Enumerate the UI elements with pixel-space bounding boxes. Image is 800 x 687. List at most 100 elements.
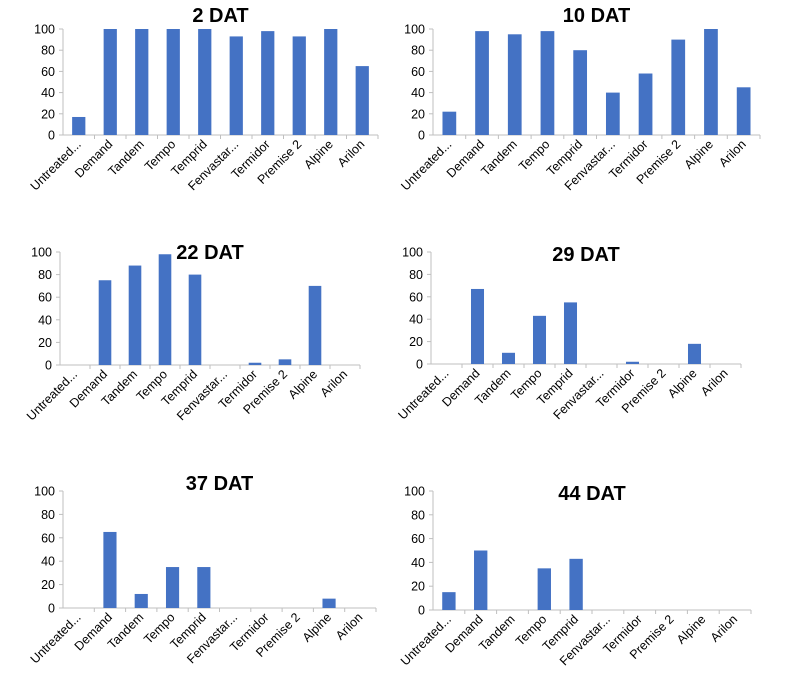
bar	[507, 34, 522, 135]
bar	[501, 352, 516, 364]
y-tick-label: 80	[38, 268, 52, 282]
bar	[165, 567, 180, 608]
bar	[322, 598, 336, 608]
chart-panel: 37 DAT 0 20 40 60 80 100 Untreated... Demand Tand…	[0, 458, 400, 687]
x-tick-label: Untreated...	[398, 137, 454, 193]
bar	[103, 531, 117, 608]
bar	[128, 265, 142, 365]
y-tick-label: 0	[45, 359, 52, 373]
chart-title: 2 DAT	[192, 5, 248, 27]
y-tick-label: 40	[411, 556, 425, 570]
y-tick-label: 60	[38, 291, 52, 305]
bar-chart: 29 DAT020406080100Untreated...DemandTand…	[396, 244, 742, 422]
chart-title: 29 DAT	[552, 244, 619, 266]
y-tick-label: 60	[409, 290, 423, 304]
y-tick-label: 20	[409, 335, 423, 349]
chart-title: 44 DAT	[558, 483, 625, 505]
bar	[308, 285, 322, 365]
bar	[188, 274, 202, 365]
bar-chart: 10 DAT020406080100Untreated...DemandTand…	[398, 5, 761, 193]
y-tick-label: 80	[411, 508, 425, 522]
y-tick-label: 0	[418, 129, 425, 143]
x-tick-label: Arilon	[335, 137, 368, 170]
x-tick-label: Arilon	[708, 612, 741, 645]
y-tick-label: 80	[41, 508, 55, 522]
bar-chart: 22 DAT020406080100Untreated...DemandTand…	[24, 242, 361, 423]
chart-title: 37 DAT	[186, 473, 253, 495]
y-tick-label: 40	[38, 313, 52, 327]
x-tick-label: Tandem	[476, 612, 517, 653]
chart-panel: 29 DAT 0 20 40 60 80 100 Untreated... Demand Tand…	[370, 229, 770, 458]
y-tick-label: 40	[41, 86, 55, 100]
bar	[158, 254, 172, 365]
bar	[134, 593, 148, 608]
bar	[736, 87, 751, 135]
y-tick-label: 100	[34, 485, 55, 499]
bar	[198, 29, 212, 135]
bar	[638, 73, 653, 135]
bar	[197, 567, 211, 608]
x-tick-label: Untreated...	[28, 137, 84, 193]
bar	[573, 50, 588, 136]
bar	[475, 31, 489, 135]
y-tick-label: 100	[34, 23, 55, 37]
bar	[278, 359, 292, 365]
y-tick-label: 20	[41, 578, 55, 592]
chart-panel: 44 DAT 0 20 40 60 80 100 Untreated... Demand Tand…	[370, 458, 770, 687]
chart-panel: 2 DAT 0 20 40 60 80 100 Untreated... Demand Tande…	[0, 0, 400, 229]
y-tick-label: 80	[409, 268, 423, 282]
x-tick-label: Alpine	[674, 612, 709, 647]
y-tick-label: 40	[409, 313, 423, 327]
chart-panel: 10 DAT 0 20 40 60 80 100 Untreated... Demand Tand…	[370, 0, 770, 229]
y-tick-label: 0	[416, 358, 423, 372]
y-tick-label: 40	[41, 555, 55, 569]
y-tick-label: 100	[31, 246, 52, 260]
bar	[470, 288, 485, 364]
y-tick-label: 100	[402, 246, 423, 260]
y-tick-label: 0	[48, 602, 55, 616]
y-tick-label: 60	[411, 532, 425, 546]
y-tick-label: 80	[41, 44, 55, 58]
bar	[248, 362, 262, 365]
bar	[625, 361, 640, 364]
y-tick-label: 100	[404, 485, 425, 499]
x-tick-label: Alpine	[286, 367, 321, 402]
x-tick-label: Arilon	[716, 137, 749, 170]
y-tick-label: 60	[41, 65, 55, 79]
bar	[540, 31, 555, 135]
x-tick-label: Alpine	[301, 137, 336, 172]
y-tick-label: 0	[418, 604, 425, 618]
bar	[166, 29, 180, 135]
bar	[355, 66, 369, 135]
x-tick-label: Untreated...	[396, 366, 452, 422]
bar	[537, 568, 551, 610]
bar	[474, 550, 488, 610]
y-tick-label: 60	[41, 531, 55, 545]
bar	[687, 343, 702, 364]
bar	[324, 29, 338, 135]
bar	[103, 29, 117, 135]
bar	[261, 31, 275, 135]
x-tick-label: Untreated...	[28, 610, 84, 666]
bar	[671, 39, 686, 135]
chart-title: 10 DAT	[563, 5, 630, 27]
y-tick-label: 60	[411, 65, 425, 79]
bar	[442, 592, 456, 610]
bar	[442, 111, 457, 135]
bar-chart: 44 DAT020406080100Untreated...DemandTand…	[398, 483, 752, 668]
y-tick-label: 80	[411, 44, 425, 58]
bar	[72, 116, 86, 135]
x-tick-label: Arilon	[318, 367, 351, 400]
bar	[292, 36, 306, 135]
x-tick-label: Alpine	[665, 366, 700, 401]
y-tick-label: 20	[411, 107, 425, 121]
bar	[532, 315, 547, 364]
y-tick-label: 0	[48, 129, 55, 143]
x-tick-label: Tandem	[479, 137, 520, 178]
y-tick-label: 40	[411, 86, 425, 100]
x-tick-label: Untreated...	[398, 612, 454, 668]
x-tick-label: Arilon	[698, 366, 731, 399]
bar	[704, 29, 718, 135]
chart-title: 22 DAT	[176, 242, 243, 264]
